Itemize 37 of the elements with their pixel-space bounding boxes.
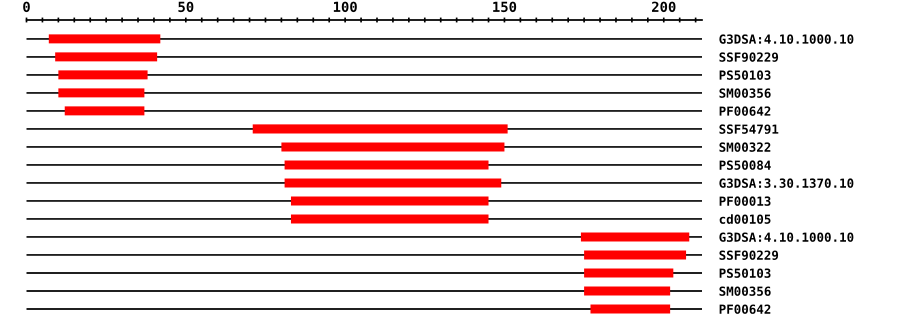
bar <box>284 160 489 170</box>
bar <box>584 268 674 278</box>
y-tick-label: PF00013 <box>720 196 771 206</box>
bar <box>48 34 160 44</box>
bar <box>58 70 148 80</box>
bar <box>580 232 690 242</box>
y-tick-label: SM00356 <box>719 88 771 98</box>
y-tick-label: SM00322 <box>719 142 770 152</box>
x-tick-label: 150 <box>493 2 516 12</box>
bar <box>584 286 670 296</box>
bar <box>584 250 686 260</box>
x-tick-label: 50 <box>178 2 194 12</box>
bar <box>252 124 508 134</box>
y-tick-label: PS50103 <box>720 268 771 278</box>
y-tick-label: PS50103 <box>720 70 771 80</box>
bar <box>58 88 144 98</box>
y-tick-label: SSF90229 <box>719 250 778 260</box>
bar <box>55 52 158 62</box>
x-tick-label: 100 <box>334 2 357 12</box>
y-tick-label: SM00356 <box>719 286 771 296</box>
bar <box>64 106 144 116</box>
x-tick-label: 0 <box>23 2 30 12</box>
y-tick-label: PS50084 <box>720 160 771 170</box>
y-tick-label: SSF90229 <box>719 52 778 62</box>
bar <box>290 196 489 206</box>
x-tick-label: 200 <box>652 2 676 12</box>
y-tick-label: cd00105 <box>720 214 770 224</box>
y-tick-label: PF00642 <box>720 106 770 116</box>
y-tick-label: G3DSA:4.10.1000.10 <box>719 232 854 242</box>
bar <box>281 142 504 152</box>
y-tick-label: G3DSA:3.30.1370.10 <box>719 178 854 188</box>
y-tick-label: SSF54791 <box>719 124 778 134</box>
bar <box>590 304 670 314</box>
y-tick-label: G3DSA:4.10.1000.10 <box>719 34 854 44</box>
y-tick-label: PF00642 <box>720 304 770 314</box>
bar <box>284 178 502 188</box>
bar <box>290 214 489 224</box>
